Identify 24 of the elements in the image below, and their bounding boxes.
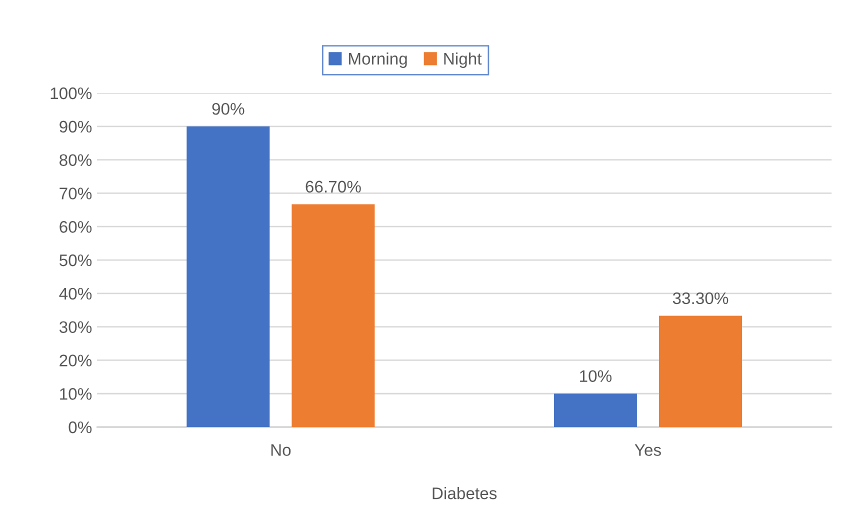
legend-label: Night <box>444 52 482 68</box>
y-tick-label: 40% <box>59 288 92 300</box>
bar <box>186 126 270 428</box>
data-label: 10% <box>580 370 612 382</box>
y-tick-label: 90% <box>60 120 92 133</box>
x-tick-label: No <box>271 444 291 456</box>
y-tick-label: 80% <box>60 154 92 166</box>
y-tick-label: 100% <box>50 87 92 100</box>
y-tick-label: 70% <box>60 188 92 200</box>
legend-label: Morning <box>349 52 407 68</box>
bar <box>554 394 637 428</box>
y-tick-label: 0% <box>68 421 92 434</box>
data-label: 66.70% <box>306 180 361 193</box>
y-tick-label: 50% <box>59 254 92 266</box>
bar <box>658 316 742 428</box>
y-tick-label: 10% <box>60 388 92 400</box>
x-tick-label: Yes <box>634 444 661 456</box>
bar <box>292 204 375 428</box>
y-tick-label: 20% <box>60 354 92 366</box>
data-label: 33.30% <box>672 292 728 304</box>
data-label: 90% <box>212 102 244 115</box>
y-tick-label: 60% <box>60 221 92 233</box>
y-tick-label: 30% <box>59 321 92 334</box>
x-axis-title: Diabetes <box>432 487 497 500</box>
